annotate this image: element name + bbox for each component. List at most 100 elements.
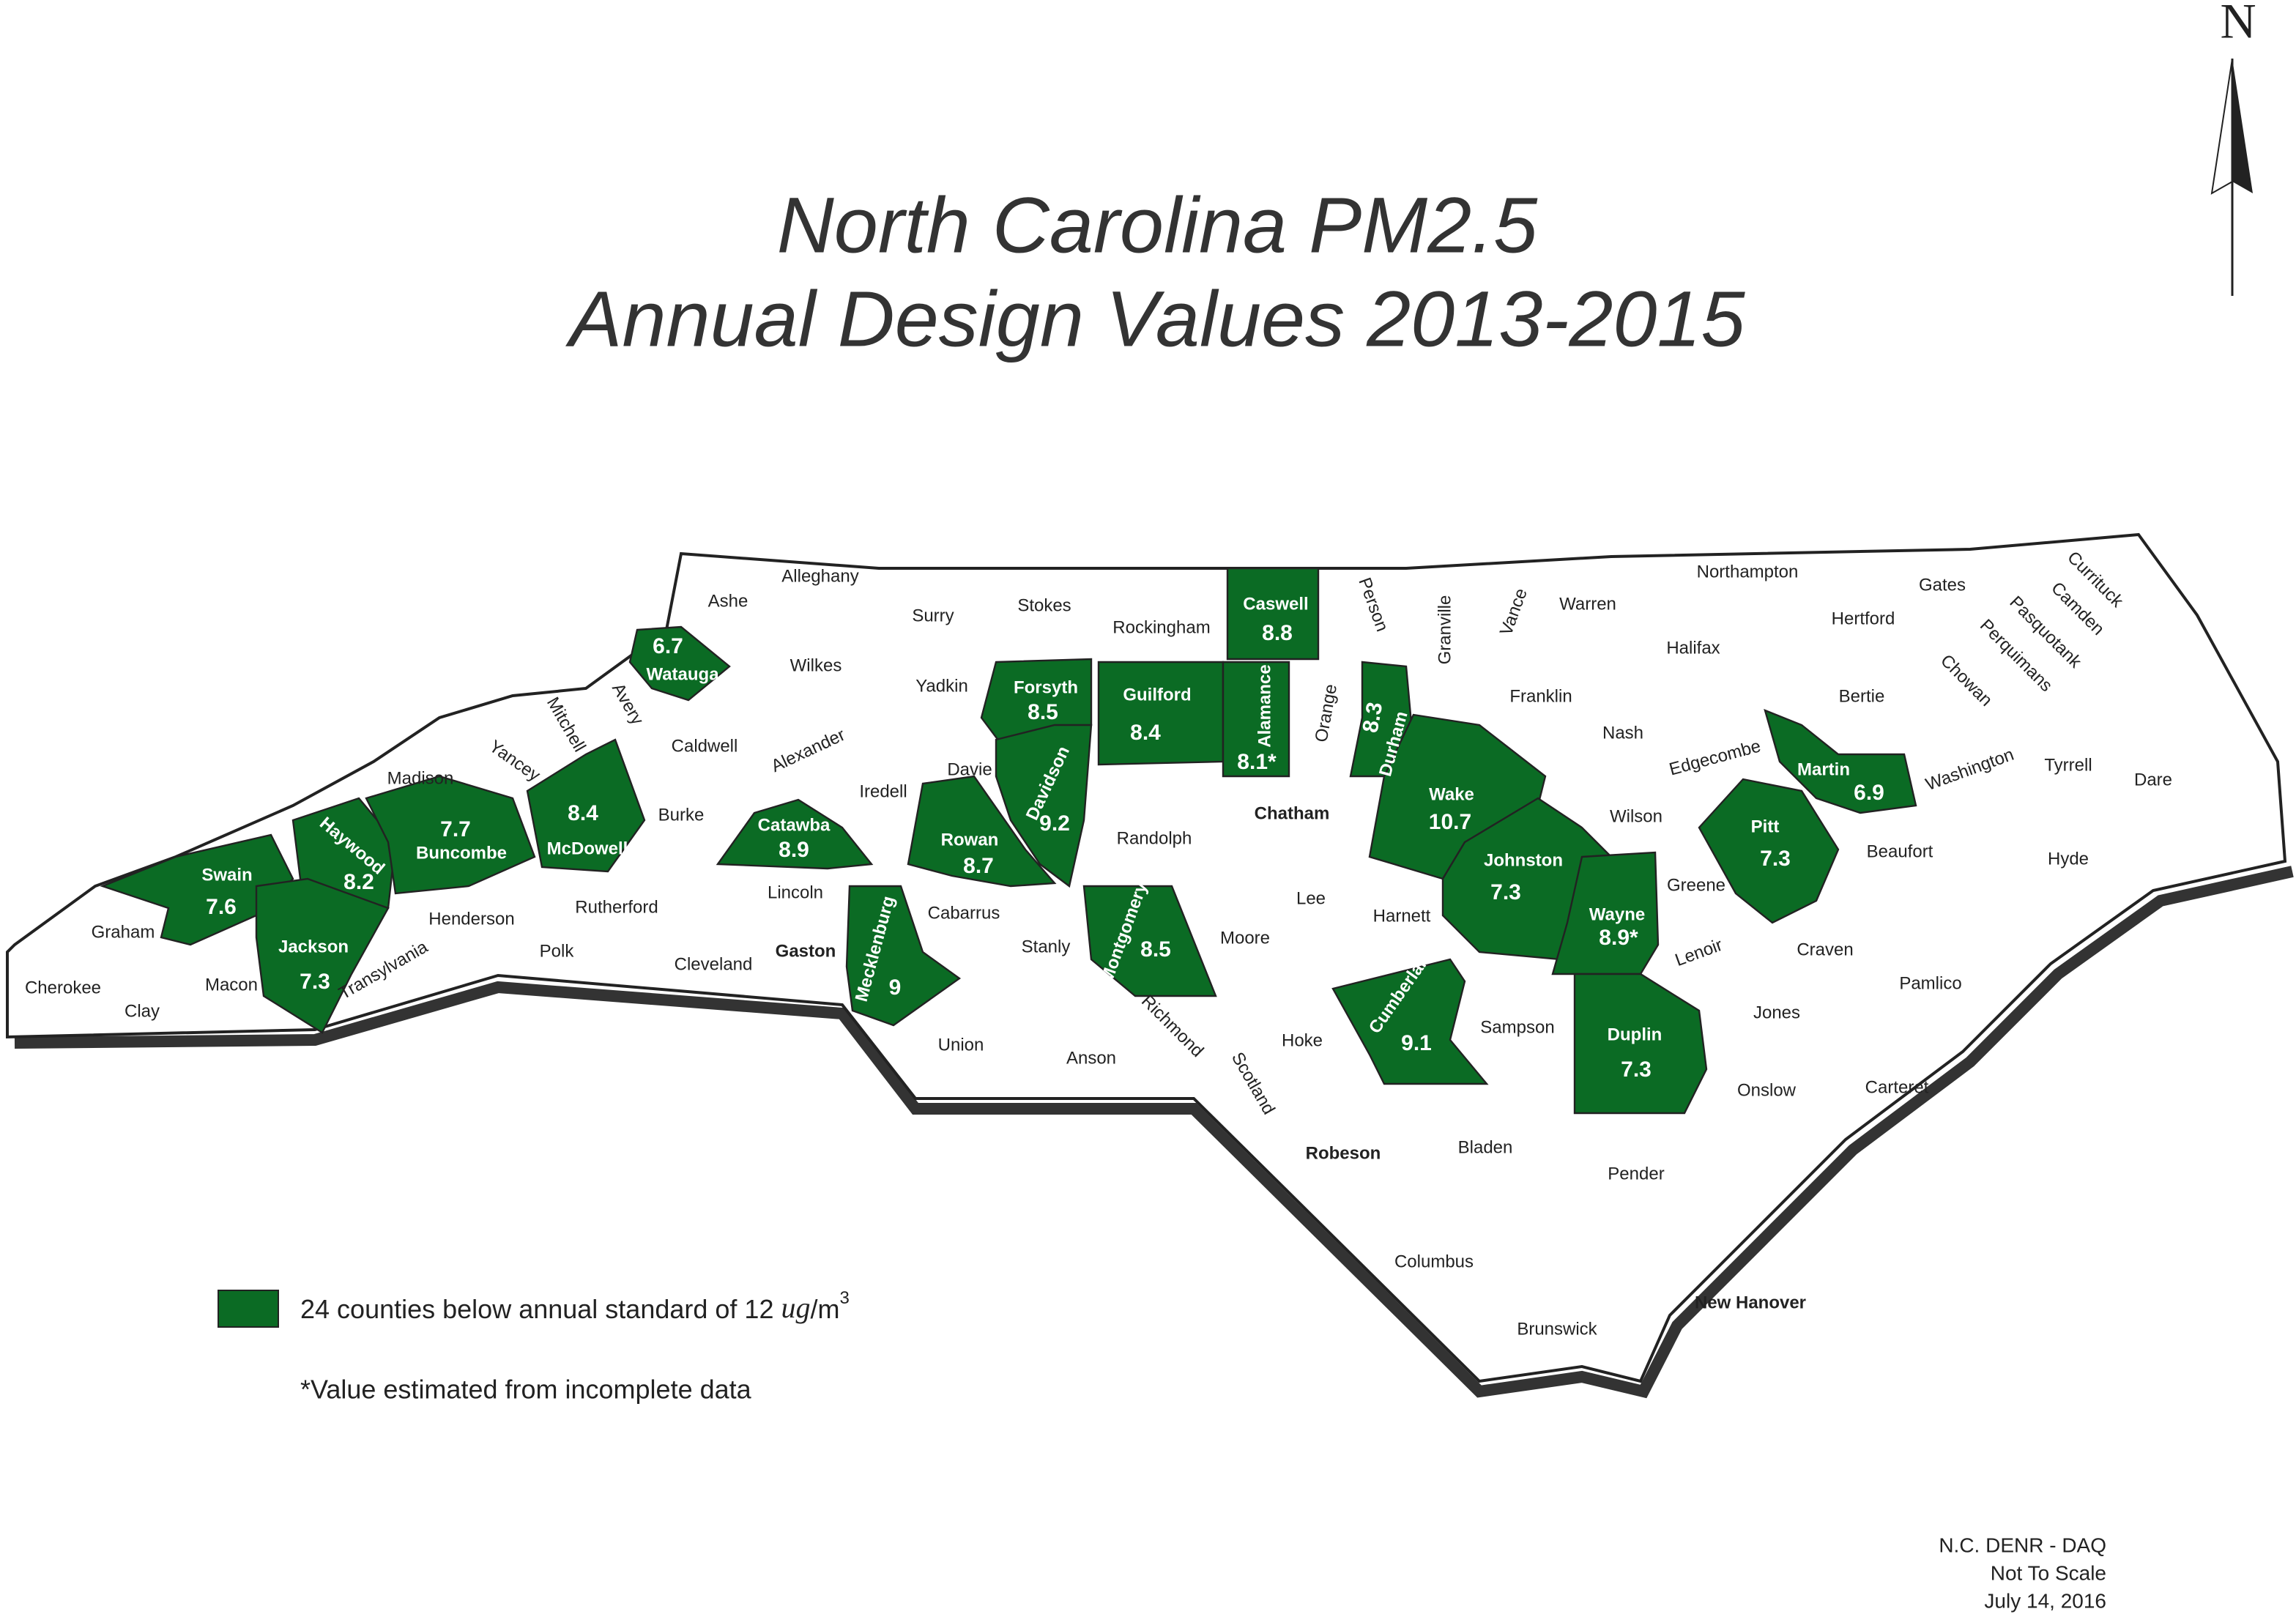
county-name: Caswell xyxy=(1243,594,1308,614)
county-name: Pamlico xyxy=(1899,973,1961,993)
county-name: Robeson xyxy=(1306,1143,1381,1163)
county-name: Swain xyxy=(201,865,252,885)
county-name: Cabarrus xyxy=(928,903,1000,923)
county-value: 6.9 xyxy=(1854,781,1884,805)
county-value: 10.7 xyxy=(1429,810,1471,834)
title-line: North Carolina PM2.5 xyxy=(777,181,1538,270)
north-arrow: N xyxy=(2210,0,2256,296)
county-name: Macon xyxy=(205,975,258,995)
county-name: Wilson xyxy=(1610,806,1662,826)
county-highlight xyxy=(1097,661,1225,766)
county-name: Polk xyxy=(540,941,575,961)
county-value: 8.4 xyxy=(1130,721,1161,745)
county-value: 8.1* xyxy=(1237,750,1277,774)
county-name: Chatham xyxy=(1255,803,1330,823)
county-name: Johnston xyxy=(1484,850,1563,870)
county-name: Davie xyxy=(947,759,992,779)
legend-label: 24 counties below annual standard of 12 xyxy=(300,1294,773,1324)
county-name: Madison xyxy=(387,768,454,788)
county-highlight xyxy=(907,775,1057,888)
county-name: Bladen xyxy=(1458,1137,1513,1157)
county-name: Granville xyxy=(1435,595,1454,665)
county-highlight xyxy=(1226,567,1320,661)
county-name: Carteret xyxy=(1865,1077,1929,1097)
county-name: Pender xyxy=(1608,1164,1664,1183)
county-name: Warren xyxy=(1559,594,1616,614)
county-highlight xyxy=(365,775,536,895)
county-name: Hoke xyxy=(1282,1030,1323,1050)
county-name: Greene xyxy=(1667,875,1725,895)
county-name: Burke xyxy=(658,805,705,825)
county-name: Lee xyxy=(1296,888,1326,908)
county-name: Halifax xyxy=(1666,638,1720,658)
county-name: Wilkes xyxy=(790,655,842,675)
county-highlight xyxy=(1331,958,1489,1085)
county-name: Lincoln xyxy=(768,882,823,902)
county-name: Franklin xyxy=(1509,686,1572,706)
county-name: Alamance xyxy=(1255,664,1274,747)
county-name: Rowan xyxy=(941,830,999,850)
county-highlight xyxy=(1764,708,1917,814)
county-name: Bertie xyxy=(1839,686,1885,706)
county-name: Harnett xyxy=(1373,906,1431,926)
footer-line: July 14, 2016 xyxy=(1984,1589,2106,1612)
north-head xyxy=(2232,59,2253,193)
county-name: Clay xyxy=(125,1001,160,1021)
county-name: Pitt xyxy=(1751,817,1780,836)
footer-line: Not To Scale xyxy=(1991,1561,2106,1584)
county-name: Sampson xyxy=(1480,1017,1554,1037)
county-value: 8.9* xyxy=(1599,926,1638,950)
county-value: 9.2 xyxy=(1039,811,1070,836)
north-head-outline xyxy=(2210,58,2233,195)
county-value: 8.3 xyxy=(1359,700,1388,735)
county-name: Cherokee xyxy=(25,978,101,997)
county-name: Jones xyxy=(1753,1003,1800,1022)
county-highlight xyxy=(255,877,390,1034)
county-name: Gaston xyxy=(776,941,836,961)
county-name: Craven xyxy=(1797,940,1853,959)
county-name: New Hanover xyxy=(1695,1293,1806,1312)
county-highlight xyxy=(1082,885,1217,997)
county-value: 7.3 xyxy=(1760,847,1791,871)
county-name: Henderson xyxy=(428,909,514,929)
county-value: 7.3 xyxy=(1621,1057,1652,1082)
county-value: 8.4 xyxy=(568,801,598,825)
county-highlight xyxy=(1698,778,1840,924)
county-name: Union xyxy=(938,1035,984,1055)
title-line: Annual Design Values 2013-2015 xyxy=(565,275,1745,363)
county-name: Dare xyxy=(2134,770,2172,789)
county-value: 8.7 xyxy=(963,854,994,878)
county-name: Jackson xyxy=(278,937,349,956)
county-value: 8.9 xyxy=(779,838,809,862)
note: *Value estimated from incomplete data xyxy=(300,1375,752,1405)
legend-text: 24 counties below annual standard of 12 … xyxy=(300,1288,850,1324)
county-name: McDowell xyxy=(547,839,628,858)
county-name: Hyde xyxy=(2048,849,2089,869)
county-name: Surry xyxy=(912,606,954,625)
footer-line: N.C. DENR - DAQ xyxy=(1939,1534,2106,1556)
county-name: Wake xyxy=(1429,784,1474,804)
county-value: 7.6 xyxy=(206,895,237,919)
county-name: Tyrrell xyxy=(2044,755,2092,775)
county-highlight xyxy=(845,885,962,1027)
county-name: Columbus xyxy=(1394,1252,1474,1271)
county-name: Cleveland xyxy=(675,954,753,974)
north-label: N xyxy=(2220,0,2256,49)
county-name: Guilford xyxy=(1123,685,1191,705)
county-name: Wayne xyxy=(1589,904,1645,924)
county-name: Buncombe xyxy=(416,843,507,863)
county-highlight xyxy=(628,625,731,702)
county-name: Rutherford xyxy=(575,897,658,917)
legend-swatch xyxy=(218,1290,279,1328)
county-value: 6.7 xyxy=(653,634,683,658)
county-name: Gates xyxy=(1919,575,1966,595)
county-highlight xyxy=(1573,973,1708,1115)
county-value: 7.3 xyxy=(300,970,330,994)
county-name: Hertford xyxy=(1832,609,1895,628)
county-name: Martin xyxy=(1797,759,1850,779)
county-name: Iredell xyxy=(859,781,907,801)
county-value: 7.7 xyxy=(440,817,471,841)
state-shadow xyxy=(14,866,2294,1399)
county-value: 9.1 xyxy=(1401,1031,1432,1055)
county-name: Northampton xyxy=(1697,562,1799,581)
